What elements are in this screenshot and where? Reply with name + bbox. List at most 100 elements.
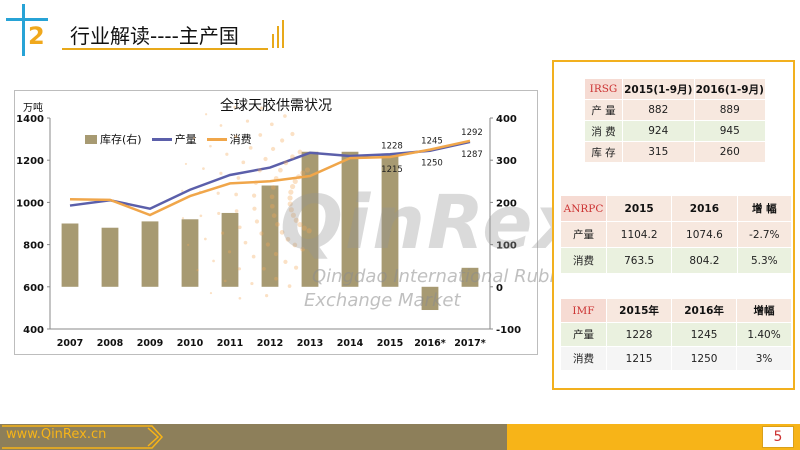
watermark-line2: Exchange Market xyxy=(304,290,461,311)
watermark-dot xyxy=(248,145,253,150)
watermark-dot xyxy=(292,242,298,248)
line-production xyxy=(69,140,471,211)
watermark-dot xyxy=(278,167,283,173)
legend-swatch-production xyxy=(151,137,172,141)
x-tick-label: 2016* xyxy=(414,338,445,349)
footer-arrow-icon xyxy=(2,425,164,449)
data-label: 1292 xyxy=(461,128,483,138)
watermark-dots-decor xyxy=(181,105,312,300)
legend-item-production: 产量 xyxy=(151,131,197,147)
watermark-dot xyxy=(234,135,238,139)
page-number: 5 xyxy=(762,426,794,448)
section-number: 2 xyxy=(28,22,45,50)
y-right-tick-label: 400 xyxy=(496,114,517,125)
watermark-line1: Qingdao International Rubber xyxy=(312,266,580,287)
watermark-dot xyxy=(269,122,274,127)
watermark-dot xyxy=(304,167,311,173)
imf-cell: 1215 xyxy=(605,346,673,371)
watermark-dot xyxy=(251,254,256,259)
watermark-dot xyxy=(237,267,242,271)
watermark-dot xyxy=(187,243,190,246)
imf-table: IMF 2015年 2016年 增幅 产量 1228 1245 1.40% 消费… xyxy=(560,298,792,371)
watermark-dot xyxy=(297,149,303,155)
y-left-tick-label: 800 xyxy=(23,241,44,252)
watermark-dot xyxy=(217,211,221,216)
watermark-dot xyxy=(219,171,223,175)
anrpc-col-growth: 增 幅 xyxy=(736,195,793,222)
watermark-dot xyxy=(204,237,207,241)
legend-label-inventory: 库存(右) xyxy=(100,133,142,146)
title-underline xyxy=(62,48,268,50)
table-row: 消费 1215 1250 3% xyxy=(560,346,792,371)
watermark-dot xyxy=(181,189,184,192)
watermark-dot xyxy=(237,225,242,230)
watermark-dot xyxy=(250,281,254,286)
watermark-dot xyxy=(270,146,276,152)
watermark-dot xyxy=(265,242,270,247)
watermark-dot xyxy=(287,201,293,207)
x-tick-label: 2009 xyxy=(137,338,163,349)
watermark-dot xyxy=(209,144,212,148)
irsg-cell: 924 xyxy=(622,120,695,142)
watermark-dot xyxy=(285,236,291,242)
watermark-dot xyxy=(271,185,276,190)
watermark-dot xyxy=(238,296,242,300)
watermark-dot xyxy=(269,203,275,209)
watermark-dot xyxy=(283,114,287,118)
watermark-dot xyxy=(287,195,293,201)
tables-panel: IRSG 2015(1-9月) 2016(1-9月) 产 量 882 889 消… xyxy=(552,60,795,390)
watermark-dot xyxy=(269,194,275,200)
bar-inventory xyxy=(381,153,399,287)
watermark-dot xyxy=(236,176,241,180)
irsg-row-name: 消 费 xyxy=(584,120,623,142)
anrpc-cell: 763.5 xyxy=(605,247,673,274)
bar-inventory xyxy=(141,221,159,287)
watermark-dot xyxy=(290,183,296,190)
imf-col-2016: 2016年 xyxy=(671,298,738,323)
chart-title: 全球天胶供需状况 xyxy=(220,98,332,114)
table-row: 产 量 882 889 xyxy=(584,99,766,121)
watermark-dot xyxy=(259,231,264,236)
x-tick-label: 2012 xyxy=(257,338,283,349)
watermark-dot xyxy=(293,265,299,270)
watermark-dot xyxy=(209,291,213,295)
chart-legend: 库存(右) 产量 消费 xyxy=(85,131,252,147)
bar-inventory xyxy=(341,151,359,287)
watermark-dot xyxy=(223,279,227,283)
y-left-tick-label: 1000 xyxy=(16,198,44,209)
y-left-tick-label: 400 xyxy=(23,325,44,336)
y-right-tick-label: 200 xyxy=(496,198,517,209)
watermark-dot xyxy=(205,113,208,116)
footer-accent-bar xyxy=(507,424,800,450)
irsg-cell: 315 xyxy=(622,141,695,163)
footer-url-link[interactable]: www.QinRex.cn xyxy=(6,427,107,442)
y-right-tick-label: 100 xyxy=(496,241,517,252)
y-right-tick-label: -100 xyxy=(496,325,521,336)
irsg-col-2015: 2015(1-9月) xyxy=(622,78,695,100)
irsg-row-name: 产 量 xyxy=(584,99,623,121)
watermark-dot xyxy=(234,192,239,197)
anrpc-cell: -2.7% xyxy=(736,221,793,248)
watermark-dot xyxy=(234,209,239,213)
table-row: 产量 1228 1245 1.40% xyxy=(560,322,792,347)
watermark-dot xyxy=(275,222,280,227)
page-title: 行业解读----主产国 xyxy=(70,24,239,48)
watermark-dot xyxy=(225,152,229,156)
bar-inventory xyxy=(101,227,119,287)
legend-item-inventory: 库存(右) xyxy=(85,131,142,147)
watermark-dot xyxy=(220,231,225,235)
anrpc-cell: 5.3% xyxy=(736,247,793,274)
watermark-dot xyxy=(287,284,292,288)
watermark-dot xyxy=(241,160,246,165)
watermark-dot xyxy=(216,191,220,195)
imf-cell: 1.40% xyxy=(736,322,792,347)
line-consumption xyxy=(69,139,471,217)
data-label: 1250 xyxy=(421,159,443,169)
watermark-dot xyxy=(271,213,277,218)
y-right-tick-label: 0 xyxy=(496,283,503,294)
anrpc-label: ANRPC xyxy=(560,195,607,222)
table-row: 消费 763.5 804.2 5.3% xyxy=(560,247,793,274)
anrpc-cell: 1104.2 xyxy=(605,221,673,248)
watermark-dot xyxy=(259,106,264,110)
